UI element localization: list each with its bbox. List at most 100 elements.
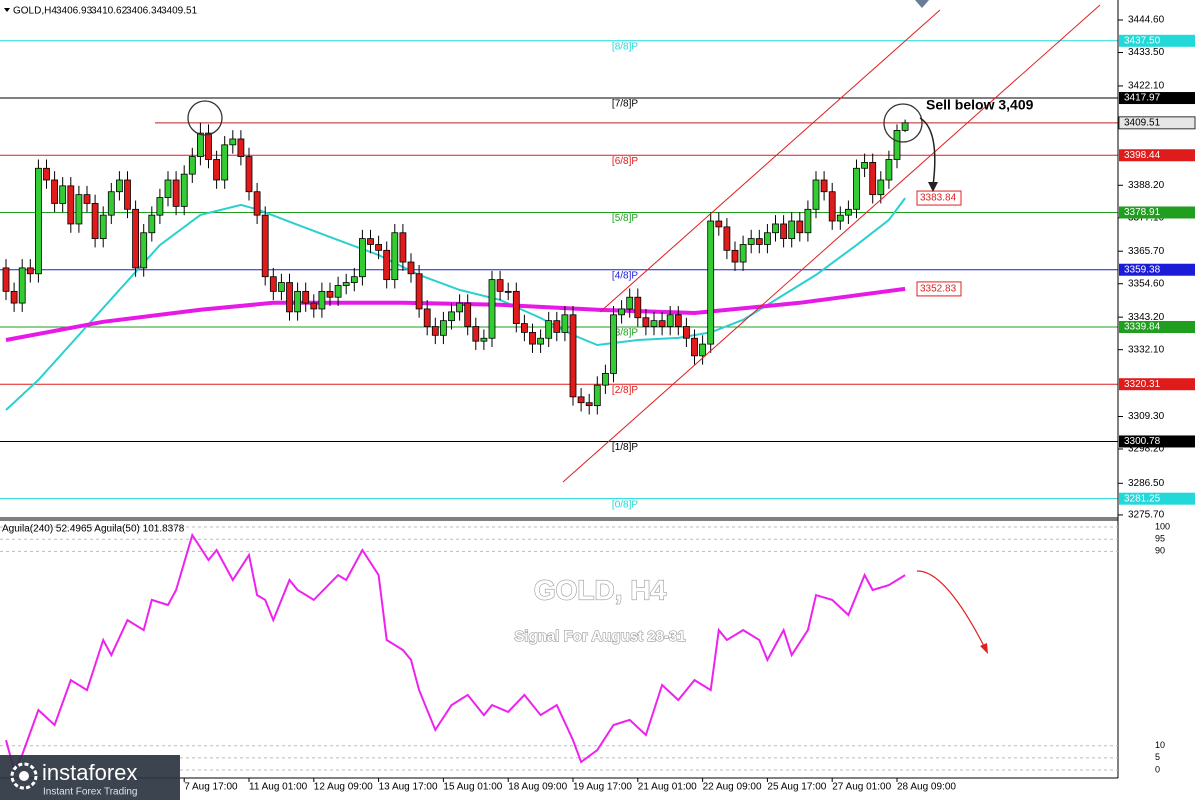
candle-body: [699, 343, 706, 357]
candle-body: [59, 185, 67, 204]
level-name: [8/8]P: [612, 41, 638, 52]
candle-body: [901, 122, 909, 131]
candle-body: [634, 296, 642, 319]
candle-body: [715, 220, 723, 228]
indicator-tick-label: 0: [1155, 764, 1160, 774]
logo-icon: [10, 762, 38, 790]
candle-body: [310, 302, 318, 310]
candle-body: [302, 290, 310, 304]
ohlc-low: 3406.34: [126, 6, 163, 17]
level-tag-label: 3437.50: [1124, 35, 1161, 46]
candle-body: [67, 185, 75, 225]
price-tag-label: 3409.51: [1124, 117, 1161, 128]
candle-body: [480, 337, 488, 342]
level-name: [2/8]P: [612, 385, 638, 396]
candle-body: [893, 129, 901, 160]
x-tick-label: 12 Aug 09:00: [314, 782, 373, 793]
candle-body: [585, 402, 593, 407]
candle-body: [861, 162, 868, 169]
candle-body: [172, 179, 180, 207]
x-tick-label: 15 Aug 01:00: [443, 782, 502, 793]
indicator-line: [5, 532, 906, 773]
candle-body: [537, 337, 544, 345]
arrow: [916, 570, 986, 649]
candle-body: [383, 249, 391, 281]
candle-body: [545, 320, 553, 339]
candle-body: [196, 132, 204, 157]
level-name: [1/8]P: [612, 442, 638, 453]
candle-body: [439, 320, 447, 336]
candle-body: [472, 326, 480, 342]
candle-body: [828, 191, 836, 222]
ohlc-close: 3409.51: [161, 6, 198, 17]
level-tag-label: 3359.38: [1124, 264, 1161, 275]
x-tick-label: 13 Aug 17:00: [379, 782, 438, 793]
highlight-circle: [883, 103, 923, 143]
level-tag-label: 3417.97: [1124, 93, 1161, 104]
candle-body: [124, 179, 131, 210]
candle-body: [836, 214, 844, 222]
header-icon: [4, 8, 10, 12]
candle-body: [431, 326, 439, 336]
moving-average: [5, 197, 906, 411]
candle-body: [723, 226, 731, 251]
level-name: [3/8]P: [612, 328, 638, 339]
candle-body: [107, 191, 115, 216]
candle-body: [132, 208, 140, 269]
candle-body: [731, 249, 739, 263]
level-tag: [1119, 435, 1195, 448]
level-name: [0/8]P: [612, 499, 638, 510]
arrow-head: [928, 182, 938, 192]
candle-body: [464, 302, 472, 327]
candle-body: [391, 232, 399, 281]
ma-tag: [916, 190, 962, 206]
x-tick-label: 7 Aug 17:00: [184, 782, 238, 793]
x-tick-label: 11 Aug 01:00: [249, 782, 308, 793]
candle-body: [448, 311, 455, 322]
logo-tagline: Instant Forex Trading: [43, 787, 138, 798]
candle-body: [245, 156, 253, 193]
candle-body: [618, 308, 625, 316]
candle-body: [796, 220, 804, 234]
candle-body: [496, 279, 504, 292]
x-tick-label: 27 Aug 01:00: [832, 782, 891, 793]
y-tick-label: 3309.30: [1128, 411, 1165, 422]
y-tick-label: 3332.10: [1128, 344, 1165, 355]
x-axis: 7 Aug 17:00 11 Aug 01:00 12 Aug 09:00 13 Au…: [183, 778, 956, 793]
level-tag-label: 3339.84: [1124, 322, 1161, 333]
candle-body: [277, 282, 285, 292]
candle-body: [99, 214, 107, 240]
candle-body: [43, 167, 50, 181]
level-name: [5/8]P: [612, 213, 638, 224]
candle-body: [674, 314, 682, 327]
candle-body: [772, 223, 779, 234]
candle-body: [83, 194, 91, 204]
candle-body: [350, 276, 358, 283]
candle-body: [683, 326, 690, 339]
y-tick-label: 3343.20: [1128, 312, 1165, 323]
candle-body: [853, 167, 860, 210]
ma-tag-label: 3352.83: [920, 284, 957, 295]
candle-body: [755, 238, 763, 245]
x-tick-label: 21 Aug 01:00: [638, 782, 697, 793]
x-tick-label: 22 Aug 09:00: [703, 782, 762, 793]
highlight-circle: [187, 100, 223, 136]
candle-body: [213, 159, 221, 181]
level-tag: [1119, 92, 1195, 105]
y-tick-label: 3365.70: [1128, 246, 1165, 257]
candle-body: [221, 144, 229, 181]
candle-body: [229, 138, 237, 146]
x-tick-label: 18 Aug 09:00: [508, 782, 567, 793]
candle-body: [658, 320, 666, 327]
candle-body: [610, 314, 617, 374]
candle-body: [26, 267, 34, 275]
candle-body: [845, 208, 852, 216]
candle-body: [415, 273, 423, 310]
x-tick-label: 19 Aug 17:00: [573, 782, 632, 793]
level-tag-label: 3281.25: [1124, 493, 1161, 504]
x-tick-label: 28 Aug 09:00: [897, 782, 956, 793]
candle-body: [666, 314, 674, 327]
candle-body: [812, 179, 820, 210]
candle-body: [885, 159, 893, 181]
level-tag-label: 3300.78: [1124, 436, 1161, 447]
